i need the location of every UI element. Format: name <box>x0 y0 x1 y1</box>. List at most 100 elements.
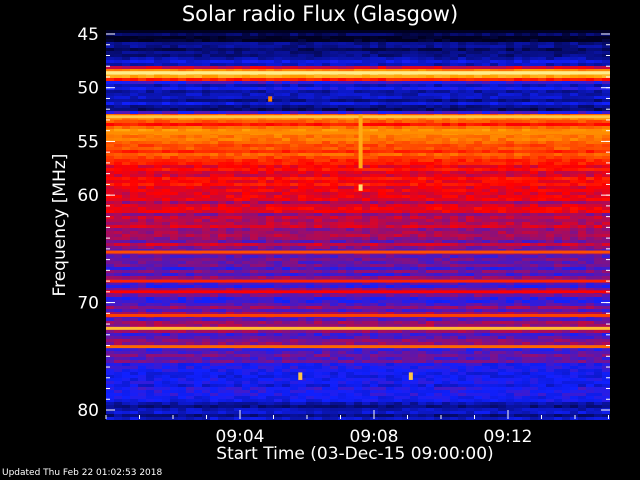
heatmap-cell <box>458 81 466 84</box>
heatmap-cell <box>482 30 490 33</box>
heatmap-cell <box>602 81 610 84</box>
heatmap-cell <box>186 87 194 90</box>
heatmap-cell <box>154 81 162 84</box>
heatmap-cell <box>130 144 138 147</box>
heatmap-cell <box>418 66 426 69</box>
heatmap-cell <box>402 135 410 138</box>
heatmap-cell <box>538 258 546 261</box>
heatmap-cell <box>450 195 458 198</box>
heatmap-cell <box>482 33 490 36</box>
heatmap-cell <box>410 87 418 90</box>
heatmap-cell <box>402 246 410 249</box>
heatmap-cell <box>330 219 338 222</box>
heatmap-cell <box>538 237 546 240</box>
heatmap-cell <box>378 222 386 225</box>
heatmap-cell <box>258 48 266 51</box>
heatmap-cell <box>562 264 570 267</box>
heatmap-cell <box>122 183 130 186</box>
heatmap-cell <box>258 108 266 111</box>
heatmap-cell <box>242 219 250 222</box>
heatmap-cell <box>554 246 562 249</box>
heatmap-cell <box>330 60 338 63</box>
heatmap-cell <box>586 174 594 177</box>
heatmap-cell <box>210 162 218 165</box>
heatmap-cell <box>466 174 474 177</box>
heatmap-cell <box>162 261 170 264</box>
heatmap-cell <box>386 255 394 258</box>
heatmap-cell <box>386 234 394 237</box>
heatmap-cell <box>202 81 210 84</box>
heatmap-cell <box>114 165 122 168</box>
heatmap-cell <box>466 123 474 126</box>
heatmap-cell <box>354 111 362 114</box>
heatmap-cell <box>258 210 266 213</box>
heatmap-cell <box>290 171 298 174</box>
heatmap-cell <box>450 66 458 69</box>
heatmap-cell <box>170 93 178 96</box>
heatmap-cell <box>122 222 130 225</box>
heatmap-cell <box>538 222 546 225</box>
heatmap-cell <box>458 60 466 63</box>
heatmap-cell <box>234 99 242 102</box>
heatmap-cell <box>330 30 338 33</box>
heatmap-cell <box>506 60 514 63</box>
heatmap-cell <box>538 246 546 249</box>
heatmap-cell <box>570 66 578 69</box>
heatmap-cell <box>226 135 234 138</box>
heatmap-cell <box>466 186 474 189</box>
heatmap-cell <box>346 186 354 189</box>
heatmap-cell <box>330 102 338 105</box>
heatmap-cell <box>250 108 258 111</box>
heatmap-cell <box>114 60 122 63</box>
heatmap-cell <box>410 201 418 204</box>
heatmap-cell <box>346 141 354 144</box>
heatmap-cell <box>106 210 114 213</box>
heatmap-cell <box>466 231 474 234</box>
heatmap-cell <box>378 240 386 243</box>
heatmap-cell <box>474 255 482 258</box>
heatmap-cell <box>130 210 138 213</box>
heatmap-cell <box>402 177 410 180</box>
heatmap-cell <box>602 57 610 60</box>
heatmap-cell <box>338 246 346 249</box>
heatmap-cell <box>450 228 458 231</box>
heatmap-cell <box>354 33 362 36</box>
heatmap-cell <box>290 33 298 36</box>
heatmap-cell <box>210 93 218 96</box>
heatmap-cell <box>522 228 530 231</box>
heatmap-cell <box>602 162 610 165</box>
heatmap-cell <box>346 63 354 66</box>
heatmap-cell <box>250 87 258 90</box>
heatmap-cell <box>482 198 490 201</box>
heatmap-cell <box>354 117 362 120</box>
heatmap-cell <box>338 177 346 180</box>
heatmap-cell <box>130 177 138 180</box>
heatmap-cell <box>410 156 418 159</box>
heatmap-cell <box>362 63 370 66</box>
heatmap-cell <box>450 69 458 72</box>
heatmap-cell <box>130 246 138 249</box>
heatmap-cell <box>162 216 170 219</box>
heatmap-cell <box>106 267 114 270</box>
heatmap-cell <box>370 189 378 192</box>
heatmap-cell <box>586 165 594 168</box>
heatmap-cell <box>338 90 346 93</box>
heatmap-cell <box>346 135 354 138</box>
heatmap-cell <box>274 63 282 66</box>
heatmap-cell <box>178 69 186 72</box>
heatmap-cell <box>442 138 450 141</box>
heatmap-cell <box>322 108 330 111</box>
heatmap-cell <box>154 108 162 111</box>
heatmap-cell <box>242 63 250 66</box>
heatmap-cell <box>346 159 354 162</box>
heatmap-cell <box>426 108 434 111</box>
heatmap-cell <box>370 111 378 114</box>
heatmap-cell <box>370 228 378 231</box>
heatmap-cell <box>346 165 354 168</box>
heatmap-cell <box>394 255 402 258</box>
heatmap-cell <box>586 189 594 192</box>
heatmap-cell <box>322 198 330 201</box>
heatmap-cell <box>466 63 474 66</box>
heatmap-cell <box>426 213 434 216</box>
heatmap-cell <box>290 153 298 156</box>
